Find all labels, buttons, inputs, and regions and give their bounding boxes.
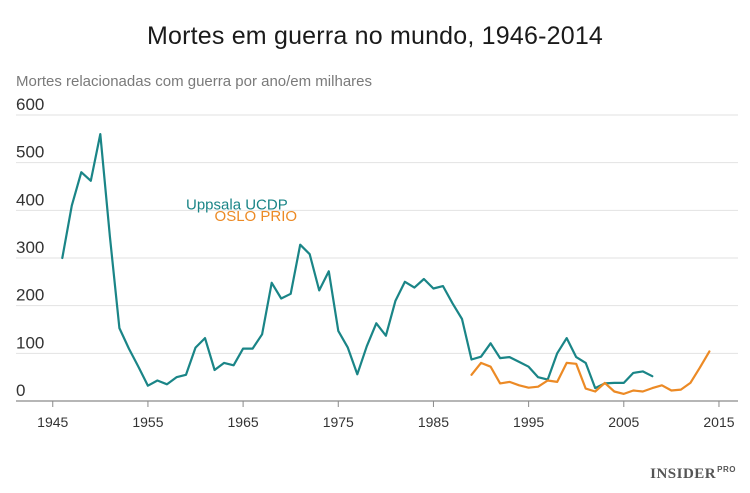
brand-logo: INSIDERPRO [650,465,736,483]
brand-sup: PRO [717,465,736,474]
x-tick-label-1975: 1975 [323,414,354,430]
y-tick-label-100: 100 [16,333,44,352]
y-tick-label-300: 300 [16,238,44,257]
x-tick-label-2005: 2005 [608,414,639,430]
y-tick-label-0: 0 [16,381,25,400]
chart-title: Mortes em guerra no mundo, 1946-2014 [146,22,604,50]
series-line-uppsala-ucdp [61,133,654,390]
x-tick-label-1985: 1985 [418,414,449,430]
y-tick-label-600: 600 [16,95,44,114]
y-tick-label-200: 200 [16,286,44,305]
y-axis-label: Mortes relacionadas com guerra por ano/e… [16,73,372,90]
x-tick-label-1995: 1995 [513,414,544,430]
legend-label-uppsala-ucdp: Uppsala UCDP [186,196,288,213]
legend-label-oslo-prio: OSLO PRIO [215,208,298,225]
x-tick-label-1945: 1945 [37,414,68,430]
y-tick-label-400: 400 [16,190,44,209]
x-tick-label-1965: 1965 [228,414,259,430]
series-line-oslo-prio [470,350,711,395]
x-tick-label-1955: 1955 [132,414,163,430]
brand-name: INSIDER [650,466,717,482]
y-tick-label-500: 500 [16,143,44,162]
x-tick-label-2015: 2015 [703,414,734,430]
